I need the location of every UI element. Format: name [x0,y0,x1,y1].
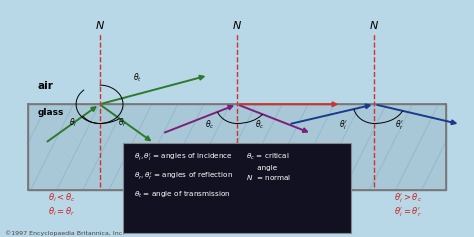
Text: $\theta_i'$: $\theta_i'$ [339,119,348,132]
Text: $\theta_i < \theta_c$: $\theta_i < \theta_c$ [48,191,75,204]
Text: ©1997 Encyclopaedia Britannica, Inc.: ©1997 Encyclopaedia Britannica, Inc. [5,230,124,236]
Text: $N$: $N$ [94,19,105,31]
Text: $\theta_c$: $\theta_c$ [205,119,214,132]
Text: $\theta_c$ = critical: $\theta_c$ = critical [246,152,290,162]
Text: air: air [38,81,54,91]
Text: $\theta_t$: $\theta_t$ [133,72,142,84]
Text: $\theta_r, \theta_r'$ = angles of reflection: $\theta_r, \theta_r'$ = angles of reflec… [134,171,233,183]
Text: $\theta_i$: $\theta_i$ [69,117,78,129]
Text: $\theta_r$: $\theta_r$ [118,117,127,129]
Text: $\theta_i' = \theta_r'$: $\theta_i' = \theta_r'$ [394,205,421,219]
Text: $\theta_c$: $\theta_c$ [255,119,264,132]
Text: $N$  = normal: $N$ = normal [246,173,292,182]
Text: $\theta_r'$: $\theta_r'$ [394,119,404,132]
Text: $\theta_i, \theta_i'$ = angles of incidence: $\theta_i, \theta_i'$ = angles of incide… [134,152,233,164]
FancyBboxPatch shape [123,143,351,233]
Text: $N$: $N$ [369,19,380,31]
Text: $\theta_i' > \theta_c$: $\theta_i' > \theta_c$ [393,191,422,205]
Text: angle: angle [246,165,278,171]
Bar [28,104,446,190]
Text: glass: glass [38,108,64,117]
Text: $N$: $N$ [232,19,242,31]
Text: $\theta_t$ = angle of transmission: $\theta_t$ = angle of transmission [134,190,231,200]
Text: $\theta_i = \theta_r$: $\theta_i = \theta_r$ [48,205,75,218]
